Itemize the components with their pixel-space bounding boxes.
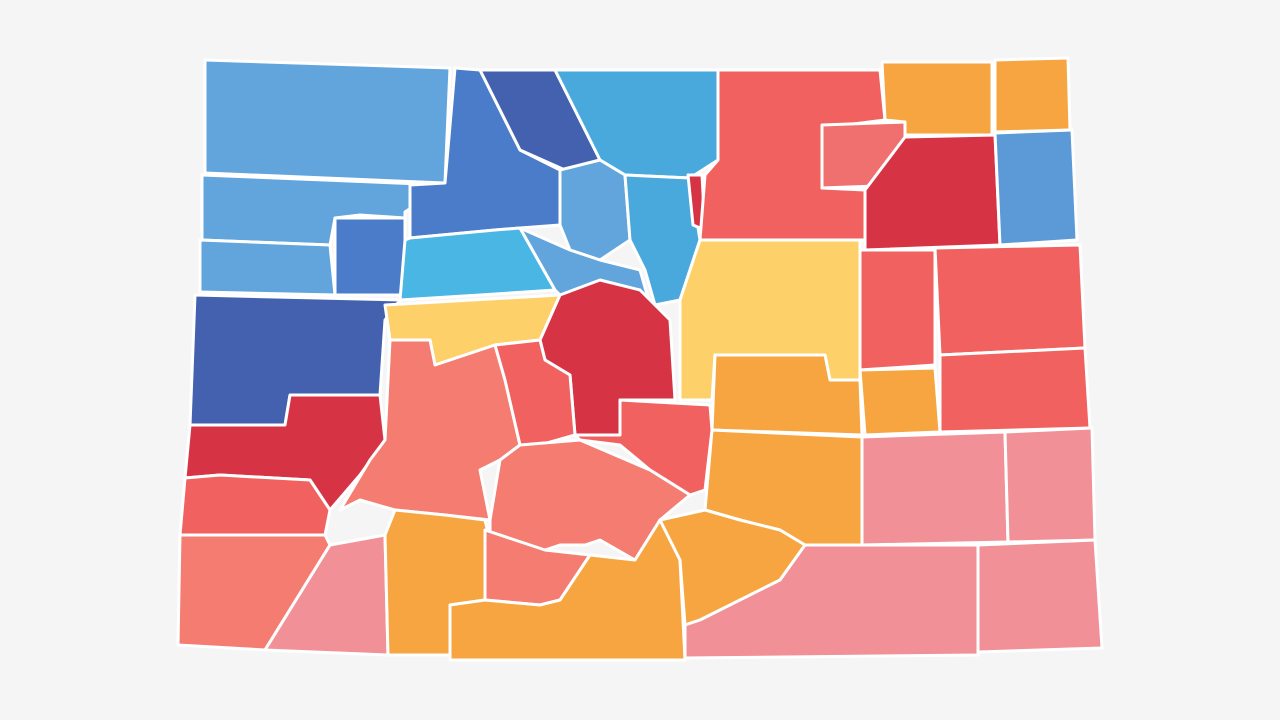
county (858, 248, 937, 372)
county (880, 60, 994, 137)
county (863, 133, 1002, 252)
county (938, 346, 1092, 434)
county (558, 158, 632, 262)
county (860, 430, 1010, 547)
county (993, 128, 1079, 247)
counties (176, 56, 1104, 662)
county (203, 58, 452, 185)
county (993, 56, 1072, 134)
county (858, 366, 942, 437)
county (198, 238, 337, 297)
county (976, 538, 1104, 654)
county (333, 216, 407, 297)
county (178, 473, 332, 537)
county (933, 243, 1087, 357)
county (398, 226, 557, 302)
county (338, 338, 522, 522)
county (1003, 426, 1097, 544)
county (448, 518, 687, 662)
county (683, 543, 980, 660)
